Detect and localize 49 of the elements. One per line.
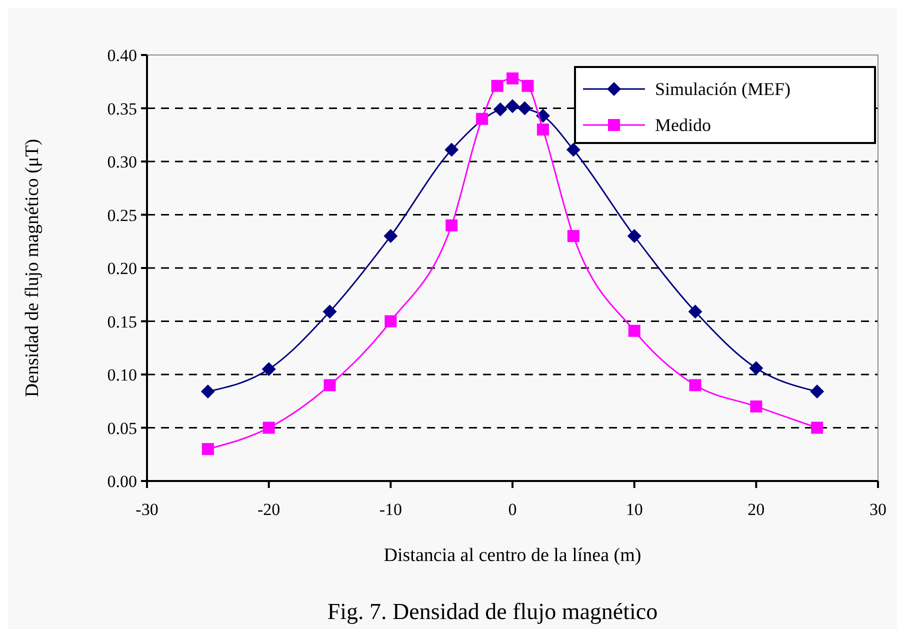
point xyxy=(262,422,275,434)
point xyxy=(262,362,276,376)
point xyxy=(324,379,336,392)
y-tick-label: 0.25 xyxy=(107,206,137,225)
point xyxy=(476,112,488,125)
point xyxy=(506,99,520,114)
y-tick-label: 0.20 xyxy=(107,259,137,278)
x-axis-title: Distancia al centro de la línea (m) xyxy=(384,545,642,566)
x-tick-label: -10 xyxy=(379,500,402,519)
point xyxy=(446,219,458,232)
point xyxy=(444,142,459,157)
point xyxy=(322,304,337,319)
point xyxy=(384,315,397,328)
point xyxy=(749,361,764,376)
y-tick-label: 0.40 xyxy=(107,46,137,65)
point xyxy=(810,384,824,399)
point xyxy=(627,229,642,244)
point xyxy=(567,230,580,242)
y-tick-label: 0.35 xyxy=(107,99,137,118)
y-tick-label: 0.00 xyxy=(107,472,137,491)
x-tick-label: 20 xyxy=(748,500,765,519)
point xyxy=(518,101,532,116)
point xyxy=(384,229,398,244)
point xyxy=(202,443,214,456)
x-tick-label: -20 xyxy=(257,500,280,519)
y-axis-title: Densidad de flujo magnético (μT) xyxy=(22,138,43,398)
point xyxy=(493,102,508,116)
legend-label: Medido xyxy=(655,115,711,135)
x-tick-label: 0 xyxy=(508,500,517,519)
x-tick-label: 30 xyxy=(870,500,886,519)
point xyxy=(200,384,215,399)
y-tick-label: 0.30 xyxy=(107,152,137,172)
point xyxy=(688,304,702,319)
legend-label: Simulación (MEF) xyxy=(655,79,790,99)
point xyxy=(522,80,534,92)
caption: Fig. 7. Densidad de flujo magnético xyxy=(327,599,658,624)
point xyxy=(506,72,518,84)
point xyxy=(689,379,702,392)
x-tick-label: -30 xyxy=(136,500,158,519)
point xyxy=(536,124,549,136)
point xyxy=(628,324,640,337)
y-tick-label: 0.15 xyxy=(107,312,137,332)
x-tick-label: 10 xyxy=(626,500,643,519)
point xyxy=(811,422,824,434)
point xyxy=(491,80,504,92)
y-tick-label: 0.05 xyxy=(107,418,137,438)
y-tick-label: 0.10 xyxy=(107,366,137,384)
point xyxy=(750,400,762,412)
point xyxy=(566,142,580,157)
